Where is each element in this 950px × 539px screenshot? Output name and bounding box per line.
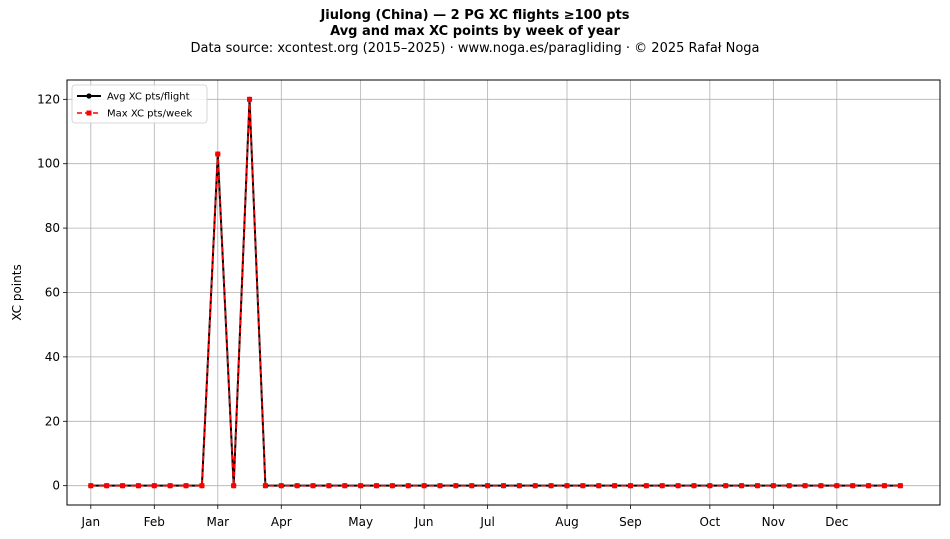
data-point <box>659 483 665 489</box>
legend-label: Max XC pts/week <box>107 109 192 120</box>
data-point <box>469 483 475 489</box>
data-point <box>691 483 697 489</box>
series-layer <box>88 96 903 489</box>
x-tick-label: Nov <box>762 515 785 529</box>
x-tick-label: Aug <box>555 515 578 529</box>
chart-title: Jiulong (China) — 2 PG XC flights ≥100 p… <box>320 8 630 23</box>
data-point <box>326 483 332 489</box>
data-point <box>548 483 554 489</box>
data-point <box>231 483 237 489</box>
data-point <box>770 483 776 489</box>
data-point <box>389 483 395 489</box>
data-point <box>580 483 586 489</box>
x-tick-label: Sep <box>619 515 642 529</box>
x-tick-label: Oct <box>699 515 720 529</box>
x-tick-label: Dec <box>825 515 848 529</box>
data-point <box>104 483 110 489</box>
data-point <box>707 483 713 489</box>
legend-box <box>71 84 208 124</box>
grid-lines <box>67 80 940 505</box>
x-tick-label: Feb <box>144 515 165 529</box>
x-tick-label: Jun <box>414 515 434 529</box>
data-point <box>421 483 427 489</box>
data-point <box>183 483 189 489</box>
legend: Avg XC pts/flight Max XC pts/week <box>71 84 208 124</box>
data-point <box>802 483 808 489</box>
y-axis: 0 20 40 60 80 100 120 <box>37 92 67 493</box>
data-point <box>135 483 141 489</box>
series-max <box>88 96 903 489</box>
chart-subtitle: Avg and max XC points by week of year <box>330 24 620 39</box>
legend-label: Avg XC pts/flight <box>107 92 190 103</box>
chart-titles: Jiulong (China) — 2 PG XC flights ≥100 p… <box>0 8 950 57</box>
data-point <box>739 483 745 489</box>
data-point <box>120 483 126 489</box>
series-line <box>90 98 901 487</box>
data-point <box>516 483 522 489</box>
data-point <box>850 483 856 489</box>
data-point <box>532 483 538 489</box>
data-point <box>897 483 903 489</box>
data-point <box>374 483 380 489</box>
data-point <box>199 483 205 489</box>
data-point <box>437 483 443 489</box>
y-tick-label: 60 <box>45 286 60 300</box>
data-point <box>627 483 633 489</box>
legend-item: Avg XC pts/flight <box>77 92 190 103</box>
y-tick-label: 100 <box>37 157 60 171</box>
y-axis-label: XC points <box>10 264 24 320</box>
data-point <box>342 483 348 489</box>
data-point <box>151 483 157 489</box>
data-point <box>881 483 887 489</box>
x-tick-label: Apr <box>271 515 292 529</box>
y-tick-label: 0 <box>52 479 60 493</box>
data-point <box>643 483 649 489</box>
data-point <box>596 483 602 489</box>
data-point <box>215 151 221 157</box>
data-point <box>675 483 681 489</box>
data-point <box>247 96 253 102</box>
data-point <box>294 483 300 489</box>
data-point <box>723 483 729 489</box>
data-point <box>278 483 284 489</box>
data-point <box>88 483 94 489</box>
legend-marker <box>86 110 92 116</box>
data-point <box>501 483 506 489</box>
x-tick-label: Mar <box>206 515 229 529</box>
data-point <box>485 483 491 489</box>
data-point <box>818 483 824 489</box>
data-point <box>866 483 872 489</box>
data-point <box>786 483 792 489</box>
data-point <box>564 483 570 489</box>
x-tick-label: May <box>348 515 373 529</box>
data-point <box>453 483 459 489</box>
x-axis: Jan Feb Mar Apr May Jun Jul Aug Sep Oct Nov Dec <box>81 505 848 529</box>
legend-item: Max XC pts/week <box>77 109 192 120</box>
x-tick-label: Jul <box>479 515 494 529</box>
y-tick-label: 20 <box>45 414 60 428</box>
data-point <box>834 483 840 489</box>
data-point <box>358 483 364 489</box>
data-point <box>167 483 173 489</box>
y-tick-label: 120 <box>37 92 60 106</box>
data-point <box>405 483 411 489</box>
legend-marker <box>86 93 92 99</box>
data-source-line: Data source: xcontest.org (2015–2025) · … <box>190 41 760 56</box>
data-point <box>262 483 268 489</box>
x-tick-label: Jan <box>81 515 101 529</box>
y-tick-label: 80 <box>45 221 60 235</box>
data-point <box>754 483 760 489</box>
y-tick-label: 40 <box>45 350 60 364</box>
data-point <box>310 483 316 489</box>
data-point <box>612 483 618 489</box>
